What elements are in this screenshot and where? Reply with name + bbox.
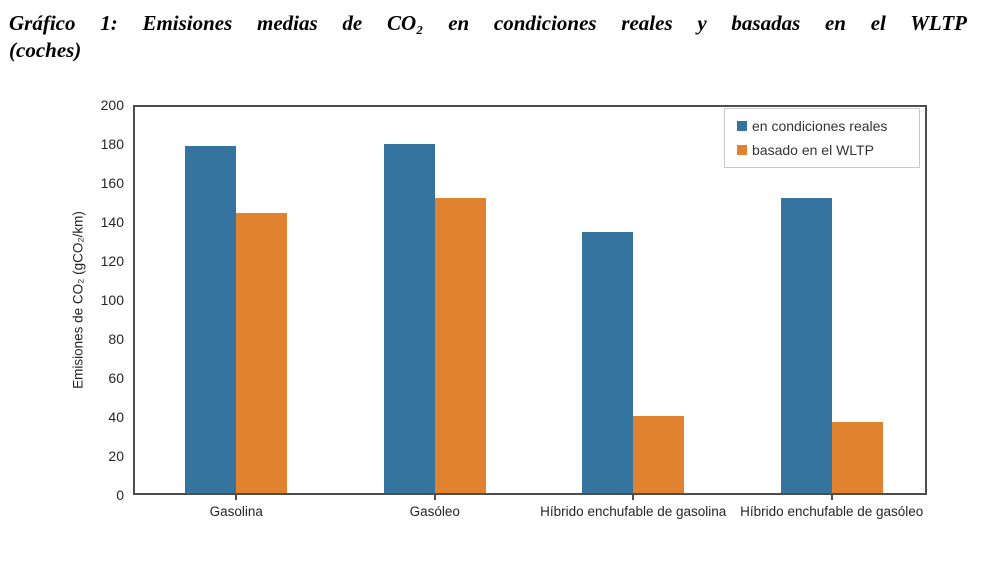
y-tick-label: 100 [100, 292, 124, 308]
y-tick-label: 160 [100, 175, 124, 191]
x-tick-mark [632, 495, 635, 500]
x-tick-mark [235, 495, 238, 500]
chart-title-line2: (coches) [9, 38, 82, 62]
plot-area: en condiciones reales basado en el WLTP [133, 105, 927, 495]
x-tick-mark [830, 495, 833, 500]
chart-title: Gráfico 1: Emisiones medias de CO₂ en co… [9, 10, 967, 64]
legend-item: en condiciones reales [737, 118, 913, 134]
y-tick-label: 140 [100, 214, 124, 230]
legend-item: basado en el WLTP [737, 142, 913, 158]
x-category-label: Gasolina [209, 504, 263, 519]
y-tick-label: 20 [108, 448, 124, 464]
x-tick-mark [433, 495, 436, 500]
x-category-label: Híbrido enchufable de gasóleo [740, 504, 924, 519]
x-category-label: Gasóleo [409, 504, 460, 519]
bar-real-4 [780, 197, 832, 493]
y-tick-label: 200 [100, 97, 124, 113]
y-tick-label: 40 [108, 409, 124, 425]
x-category-label: Híbrido enchufable de gasolina [540, 504, 727, 519]
y-tick-label: 60 [108, 370, 124, 386]
y-tick-label: 180 [100, 136, 124, 152]
legend-label: basado en el WLTP [752, 142, 874, 158]
y-tick-label: 80 [108, 331, 124, 347]
chart-title-line1: Gráfico 1: Emisiones medias de CO₂ en co… [9, 11, 967, 35]
y-tick-label: 120 [100, 253, 124, 269]
legend-label: en condiciones reales [752, 118, 888, 134]
bar-real-3 [582, 232, 634, 493]
y-tick-label: 0 [116, 487, 124, 503]
bar-wltp-1 [236, 213, 288, 493]
bar-real-2 [383, 143, 435, 493]
bar-real-1 [185, 145, 237, 493]
legend: en condiciones reales basado en el WLTP [724, 108, 920, 168]
legend-swatch-icon [737, 145, 747, 155]
bar-wltp-4 [831, 421, 883, 493]
bar-wltp-2 [434, 197, 486, 493]
bar-wltp-3 [633, 415, 685, 493]
legend-swatch-icon [737, 121, 747, 131]
